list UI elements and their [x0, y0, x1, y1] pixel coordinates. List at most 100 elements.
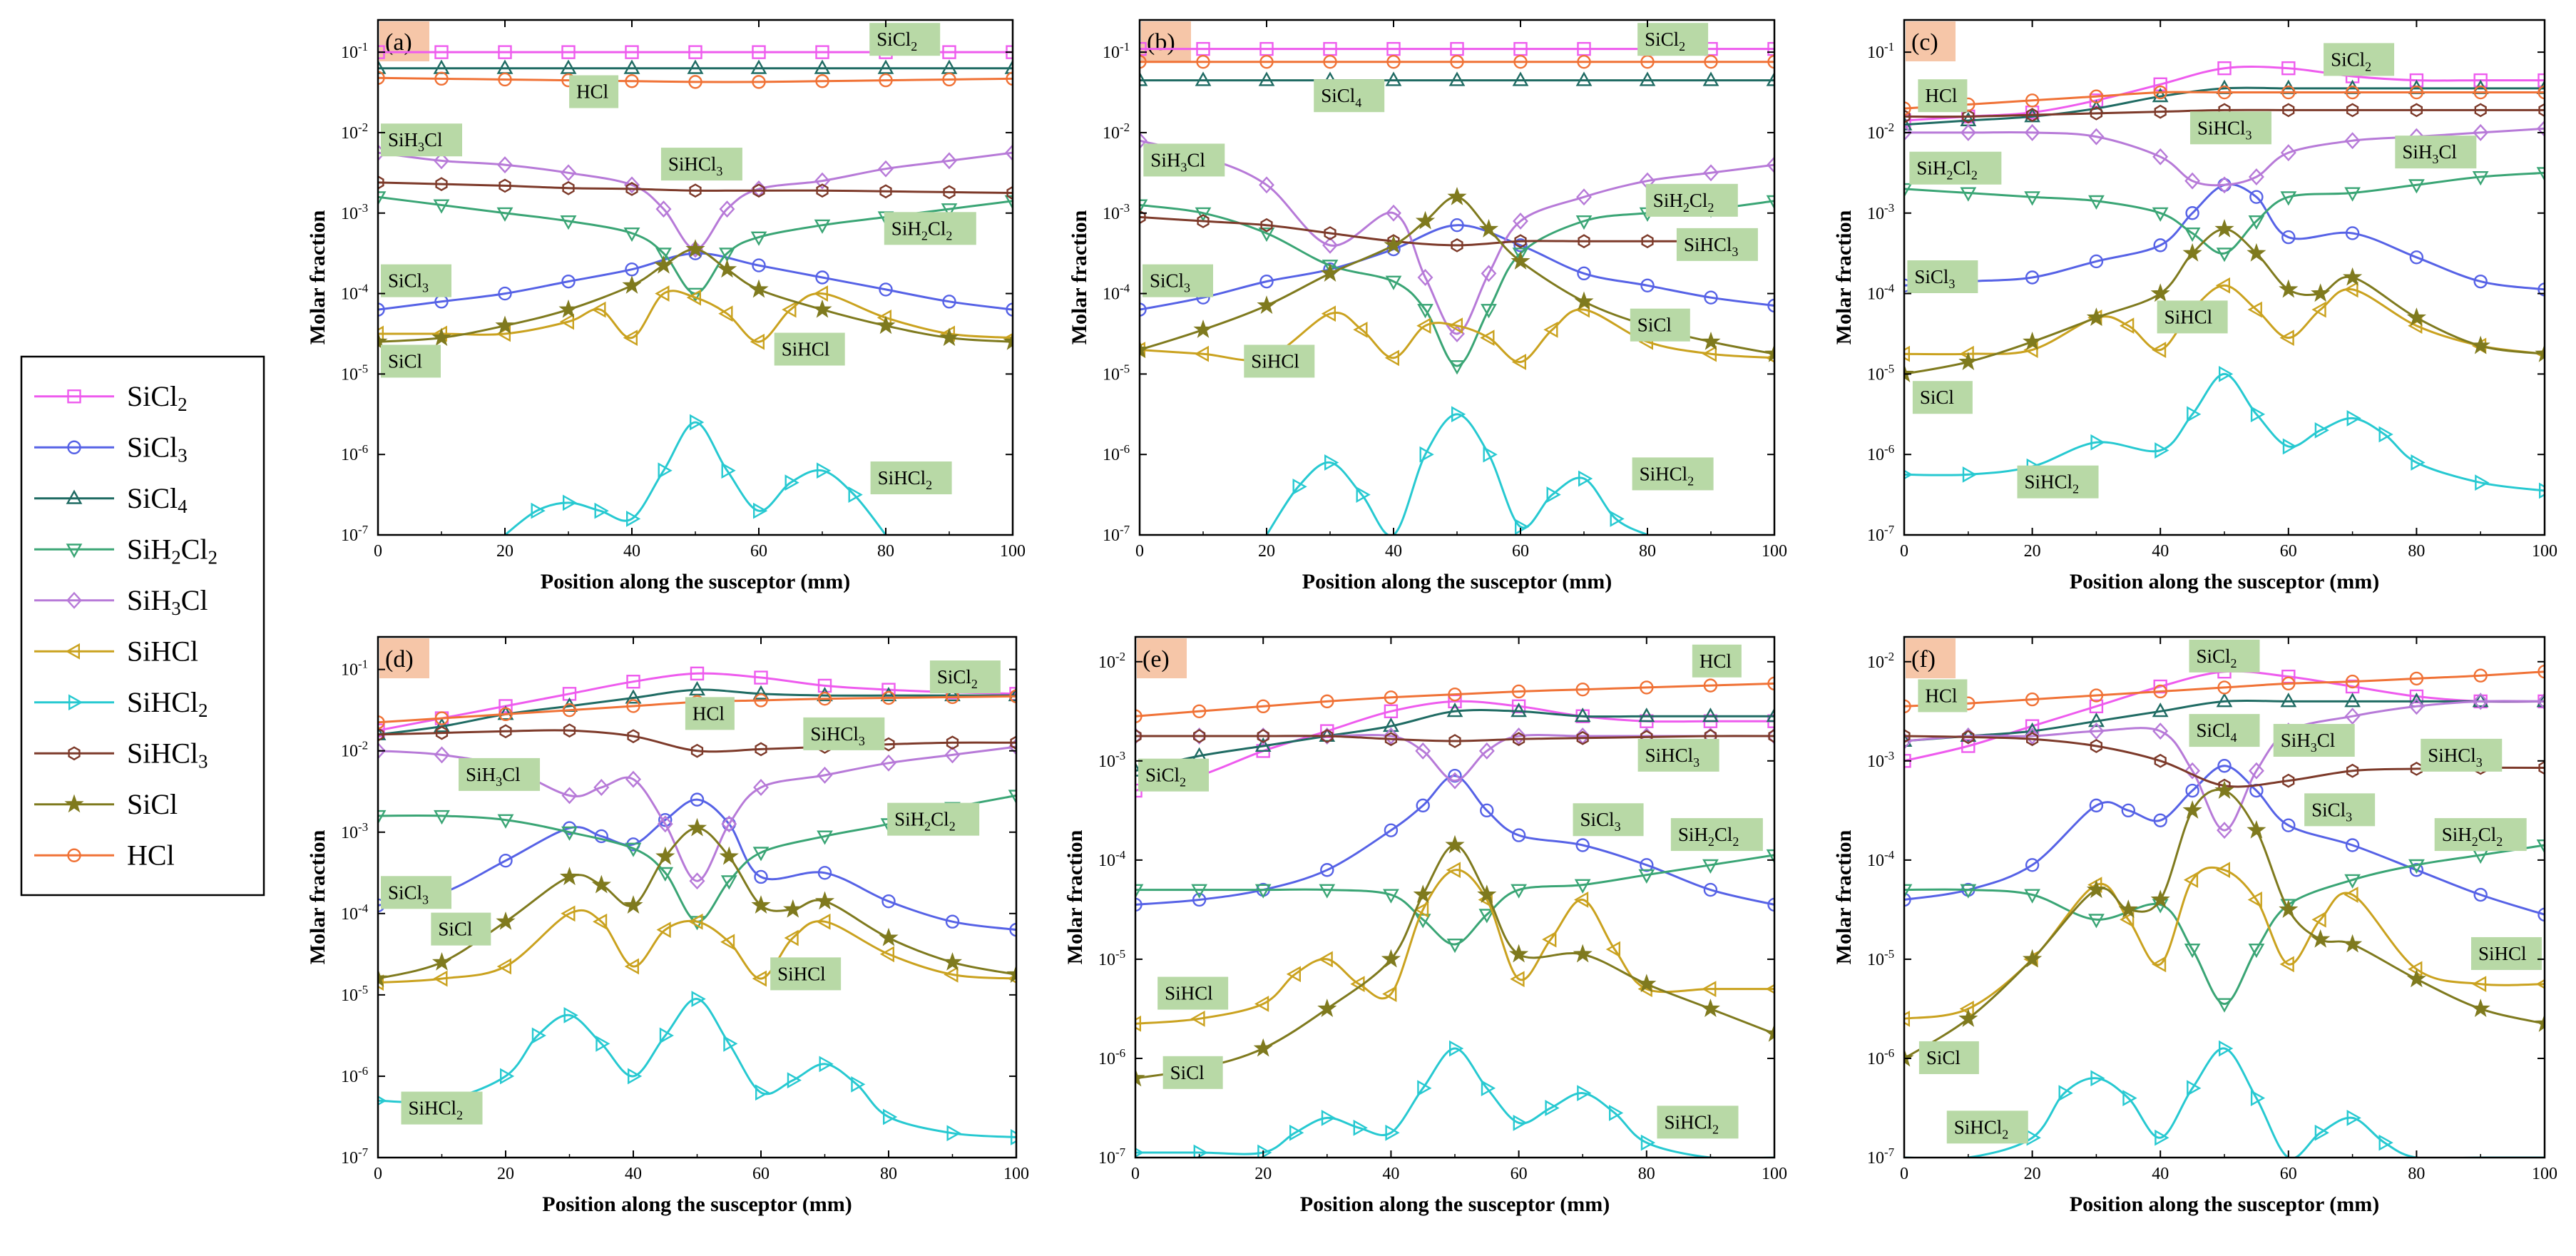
annotation-box [1138, 758, 1209, 792]
annotation-label: SiHCl2 [1640, 463, 1695, 488]
annotation-box [660, 148, 742, 181]
annotation-label: SiCl [1637, 315, 1672, 336]
legend-entry-HCl: HCl [34, 839, 175, 871]
data-point [686, 289, 701, 306]
data-point [1010, 1129, 1016, 1145]
data-point [653, 255, 674, 274]
data-point [1448, 71, 1466, 86]
data-point [378, 742, 387, 760]
series-SiHCl2 [1265, 406, 1648, 535]
data-point [2279, 330, 2294, 347]
annotation-box [1918, 79, 1968, 113]
series-SiH2Cl2 [1904, 167, 2545, 262]
data-point [815, 270, 829, 285]
data-point [1321, 1109, 1336, 1126]
data-point [876, 315, 896, 335]
data-point [2121, 803, 2136, 818]
data-point [1577, 54, 1591, 69]
annotation-box [1670, 818, 1763, 852]
legend-marker [66, 543, 83, 558]
data-point [1384, 732, 1398, 747]
data-point [817, 678, 832, 693]
x-tick-label: 80 [880, 1165, 897, 1183]
series-line-SiHCl2 [1904, 1047, 2545, 1158]
annotation-label: SiH3Cl [1150, 149, 1205, 174]
data-point [591, 874, 611, 894]
annotation-box [2189, 714, 2260, 747]
x-tick-label: 0 [374, 1165, 382, 1183]
data-point [1381, 949, 1401, 968]
annotation-label: SiCl2 [2331, 48, 2371, 73]
data-point [1253, 1038, 1273, 1057]
data-point [2217, 85, 2232, 100]
data-point [1511, 884, 1527, 899]
data-point [1353, 321, 1368, 338]
data-point [1257, 729, 1269, 743]
data-point [378, 302, 385, 317]
y-tick-label: 10-7 [1867, 523, 1895, 545]
data-point [1638, 708, 1655, 723]
data-point [689, 183, 702, 198]
data-point [1318, 951, 1333, 968]
y-axis-label: Molar fraction [306, 829, 329, 964]
data-point [2344, 693, 2361, 708]
data-point [1960, 123, 1976, 141]
x-axis-label: Position along the susceptor (mm) [2070, 1193, 2379, 1216]
data-point [1140, 41, 1147, 56]
data-point [2247, 892, 2262, 908]
data-point [378, 71, 385, 85]
data-point [1904, 729, 1911, 743]
series-SiHCl3 [378, 175, 1013, 200]
data-point [2088, 195, 2105, 210]
data-point [1321, 729, 1334, 743]
data-point [1481, 304, 1497, 319]
data-point [2344, 281, 2358, 298]
x-tick-label: 100 [1000, 542, 1026, 561]
y-tick-label: 10-7 [1103, 523, 1130, 545]
annotation-box [1143, 143, 1225, 177]
data-point [720, 934, 735, 951]
series-HCl [378, 71, 1013, 89]
data-point [1258, 71, 1275, 86]
series-line-SiH2Cl2 [1904, 171, 2545, 255]
data-point [2537, 664, 2545, 679]
data-point [499, 853, 513, 868]
data-point [2152, 723, 2169, 740]
data-point [1448, 360, 1466, 375]
data-point [2150, 889, 2170, 909]
data-point [1140, 339, 1150, 359]
annotation-label: SiCl3 [388, 882, 429, 907]
data-point [1286, 966, 1302, 983]
data-point [942, 45, 956, 59]
data-point [2537, 85, 2545, 100]
data-point [1958, 1009, 1978, 1027]
data-point [622, 275, 642, 294]
annotation-label: SiH3Cl [2402, 141, 2457, 166]
data-point [1641, 234, 1654, 249]
annotation-label: SiH2Cl2 [2442, 824, 2503, 849]
data-point [690, 792, 705, 807]
panel-letter: (c) [1911, 29, 1938, 56]
data-point [1140, 199, 1148, 214]
data-point [1961, 739, 1976, 753]
data-point [2154, 753, 2167, 768]
data-point [1383, 727, 1399, 745]
data-point [497, 814, 514, 829]
data-point [2537, 73, 2545, 88]
chart-panel-d: (d) SiCl2 HCl SiHCl3 SiH3Cl SiH2Cl2 SiCl3 SiCl S… [306, 635, 1029, 1216]
data-point [2250, 406, 2266, 423]
data-point [1324, 454, 1339, 471]
data-point [1576, 730, 1589, 745]
data-point [879, 73, 893, 88]
data-point [2280, 693, 2297, 708]
data-point [816, 462, 832, 479]
data-point [1904, 1048, 1914, 1067]
data-point [1574, 291, 1594, 310]
data-point [1511, 684, 1526, 699]
data-point [1006, 185, 1013, 200]
data-point [1010, 735, 1016, 750]
x-tick-label: 100 [1003, 1165, 1029, 1183]
data-point [560, 215, 577, 230]
legend-label: SiCl [127, 788, 178, 820]
data-point [2343, 934, 2363, 953]
